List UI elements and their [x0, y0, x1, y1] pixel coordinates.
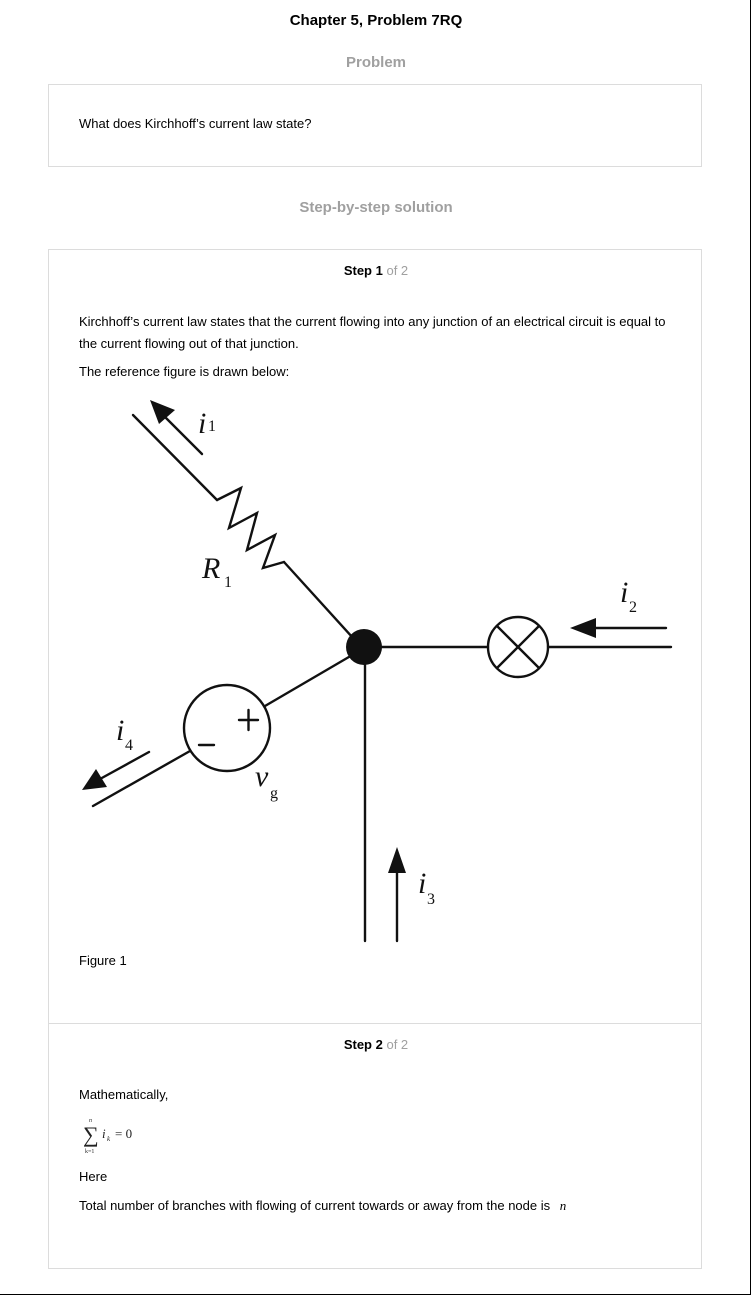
voltage-source [182, 683, 272, 773]
arrow-i4-head [82, 769, 107, 790]
wire-source-node [263, 652, 356, 708]
arrow-i1-head [150, 400, 175, 424]
sum-symbol: ∑ [83, 1122, 99, 1147]
kcl-equation: n ∑ k=1 i k = 0 [83, 1118, 132, 1155]
step-2-variable: n [559, 1198, 567, 1213]
label-i2: i [620, 576, 628, 609]
label-i4: i [116, 714, 124, 747]
step-2-here: Here [79, 1169, 108, 1184]
page-title: Chapter 5, Problem 7RQ [289, 12, 463, 29]
wire-r1-top [131, 413, 219, 502]
label-r1: R [201, 552, 220, 585]
problem-heading: Problem [345, 54, 406, 71]
step-divider [48, 1023, 702, 1024]
arrow-i1-shaft [160, 412, 204, 456]
problem-question: What does Kirchhoff’s current law state? [79, 116, 312, 131]
label-i4-sub: 4 [125, 737, 133, 754]
resistor-r1 [215, 485, 286, 570]
sum-upper-limit: n [89, 1118, 92, 1124]
wire-source-left [91, 749, 192, 808]
sum-term: i [102, 1126, 106, 1141]
wire-r1-node [282, 560, 355, 640]
sum-rhs: = 0 [115, 1126, 132, 1141]
label-i2-sub: 2 [629, 599, 637, 616]
label-vg: v [255, 760, 269, 793]
step-2-definition-text: Total number of branches with flowing of… [79, 1198, 551, 1213]
solution-heading: Step-by-step solution [299, 199, 453, 216]
arrow-i2-head [570, 618, 596, 638]
step-2-of: of 2 [386, 1037, 409, 1052]
sum-lower-limit: k=1 [85, 1149, 94, 1155]
lamp-cross-2 [495, 624, 541, 670]
step-2-intro: Mathematically, [79, 1087, 169, 1102]
label-i3: i [418, 867, 426, 900]
junction-node [346, 629, 382, 665]
step-1-reference-text: The reference figure is drawn below: [79, 364, 290, 379]
step-2-definition: Total number of branches with flowing of… [79, 1195, 699, 1217]
arrow-i3-head [388, 847, 406, 873]
step-1-label: Step 1 of 2 [0, 263, 752, 278]
step-2-label: Step 2 of 2 [0, 1037, 752, 1052]
label-r1-sub: 1 [224, 574, 232, 591]
solution-box [48, 249, 702, 1269]
label-i1-sub: 1 [208, 418, 216, 435]
label-i3-sub: 3 [427, 891, 435, 908]
arrow-i4-shaft [98, 750, 151, 781]
problem-box [48, 84, 702, 167]
sum-term-sub: k [107, 1135, 111, 1143]
circuit-figure: i 1 R 1 i 2 i 3 i 4 v g [82, 400, 673, 943]
figure-caption: Figure 1 [79, 953, 127, 968]
step-1-number: Step 1 [343, 263, 383, 278]
step-1-of: of 2 [386, 263, 409, 278]
step-2-number: Step 2 [343, 1037, 383, 1052]
step-1-paragraph: Kirchhoff’s current law states that the … [79, 314, 666, 351]
label-i1: i [198, 407, 206, 440]
label-vg-sub: g [270, 785, 278, 802]
